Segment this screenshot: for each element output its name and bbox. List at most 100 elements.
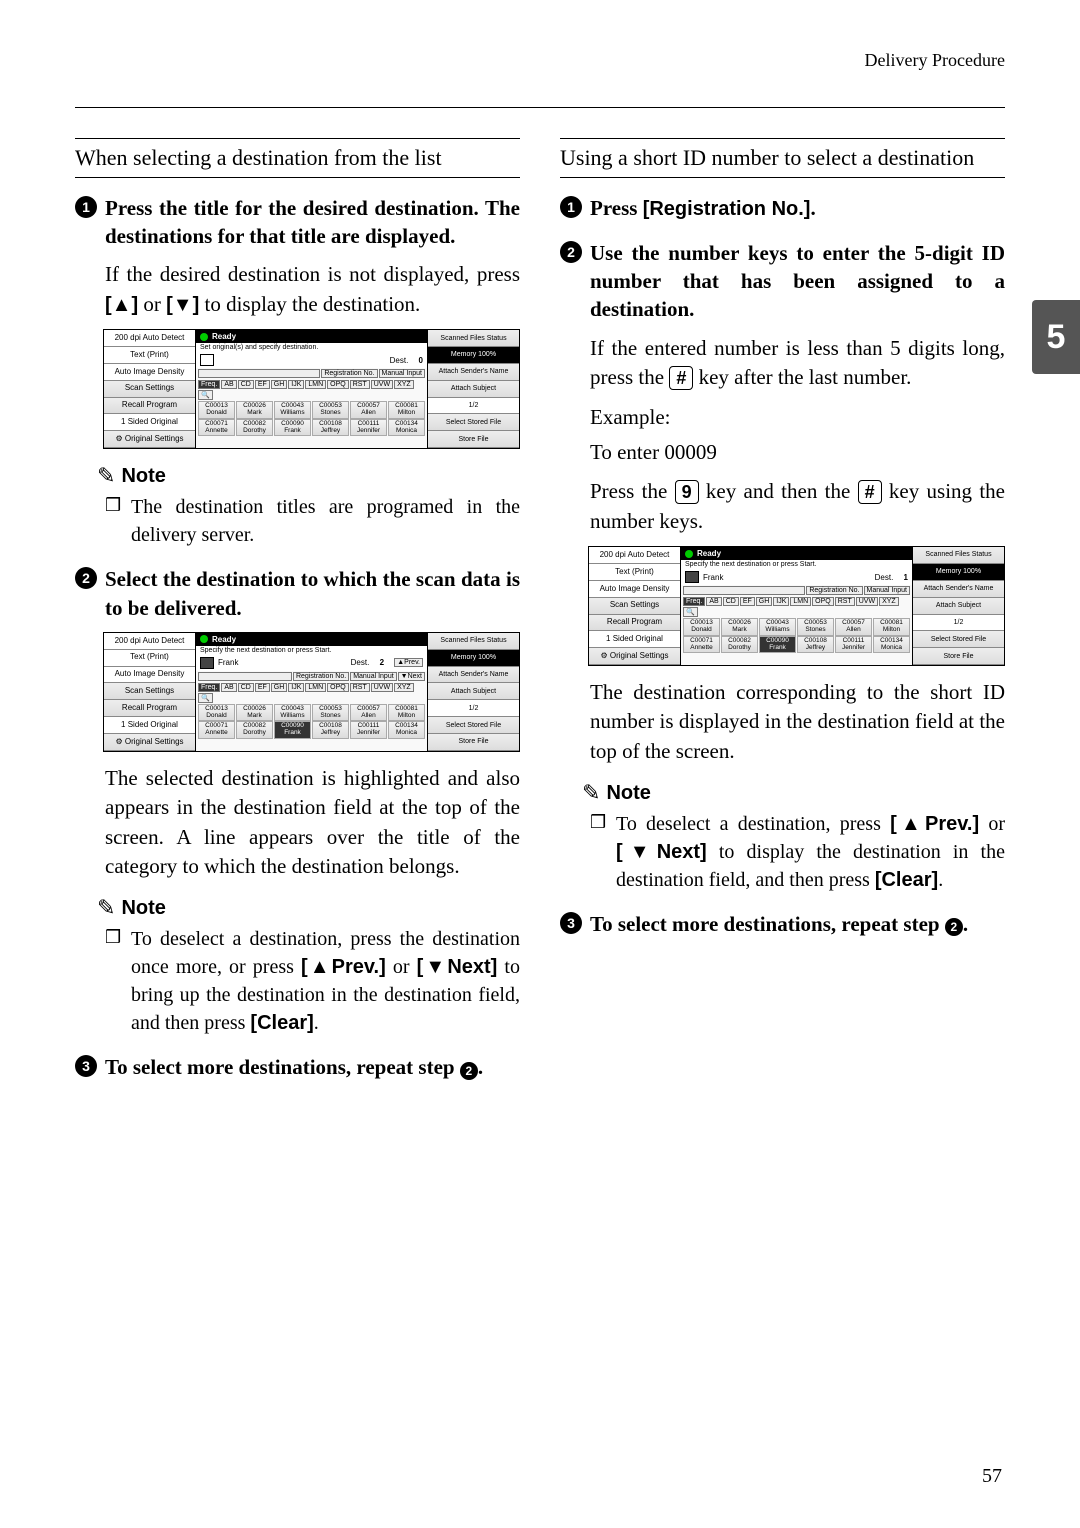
lcd-screenshot-1: 200 dpi Auto Detect Text (Print) Auto Im… — [103, 329, 520, 449]
lcd-cell: C00082Dorothy — [721, 636, 758, 654]
lcd-right-btn: Select Stored File — [428, 414, 519, 431]
lcd-cell: C00108Jeffrey — [312, 721, 349, 739]
lcd-cell: C00081Milton — [388, 704, 425, 722]
lcd-tab: IJK — [288, 380, 304, 389]
right-step2-text: Use the number keys to enter the 5-digit… — [590, 239, 1005, 324]
lcd-tab: UVW — [371, 683, 393, 692]
lcd-cell: C00057Allen — [835, 618, 872, 636]
ref-step-icon: 2 — [945, 918, 963, 936]
step-number-icon: 2 — [75, 567, 97, 589]
bullet-icon: ❒ — [590, 810, 608, 894]
note-heading: ✎ Note — [582, 780, 1005, 806]
lcd-tab — [683, 586, 805, 595]
lcd-ready: Ready — [212, 635, 236, 644]
right-step-1: 1 Press [Registration No.]. — [560, 194, 1005, 223]
lcd-cell: C00090Frank — [274, 419, 311, 437]
lcd-tab: AB — [221, 683, 236, 692]
pencil-icon: ✎ — [97, 895, 115, 921]
lcd-cell: C00053Stones — [312, 704, 349, 722]
registration-no-key: [Registration No.] — [643, 198, 811, 220]
lcd-left-item: Recall Program — [104, 398, 195, 415]
lcd-tab: Registration No. — [806, 586, 862, 595]
lcd-right-btn: Store File — [428, 734, 519, 751]
left-section-title: When selecting a destination from the li… — [75, 138, 520, 178]
lcd-cell: C00053Stones — [797, 618, 834, 636]
lcd-left-item: Scan Settings — [104, 381, 195, 398]
lcd-tab — [198, 672, 292, 681]
left-column: When selecting a destination from the li… — [75, 138, 520, 1092]
lcd-cell: C00134Monica — [388, 419, 425, 437]
right-step-2: 2 Use the number keys to enter the 5-dig… — [560, 239, 1005, 324]
prev-key: [▲Prev.] — [301, 956, 386, 978]
ready-dot-icon — [685, 550, 693, 558]
lcd-cell: C00081Milton — [873, 618, 910, 636]
step-number-icon: 1 — [560, 196, 582, 218]
note-item: ❒ The destination titles are programed i… — [105, 493, 520, 549]
t: Frank — [703, 573, 723, 582]
lcd-tab: Registration No. — [293, 672, 349, 681]
lcd-right-btn: Select Stored File — [428, 717, 519, 734]
lcd-cell: C00057Allen — [350, 704, 387, 722]
two-column-layout: When selecting a destination from the li… — [75, 138, 1005, 1092]
lcd-cell: C00013Donald — [198, 704, 235, 722]
lcd-cell: C00013Donald — [683, 618, 720, 636]
note-item: ❒ To deselect a destination, press the d… — [105, 925, 520, 1037]
clear-key: [Clear] — [875, 869, 938, 891]
hash-key: # — [669, 366, 693, 390]
page-header: Delivery Procedure — [75, 50, 1005, 77]
lcd-cell: C00043Williams — [274, 704, 311, 722]
lcd-cell: C00043Williams — [759, 618, 796, 636]
dest-icon — [685, 571, 699, 583]
nine-key: 9 — [675, 480, 699, 504]
lcd-search-icon: 🔍 — [198, 693, 213, 703]
pencil-icon: ✎ — [97, 463, 115, 489]
lcd-left-item: 1 Sided Original — [589, 631, 680, 648]
lcd-cell: C00053Stones — [312, 401, 349, 419]
t: Dest. — [875, 573, 894, 582]
lcd-cell: C00081Milton — [388, 401, 425, 419]
right-para2: If the entered number is less than 5 dig… — [590, 334, 1005, 393]
lcd-tab: AB — [221, 380, 236, 389]
lcd-sub: Specify the next destination or press St… — [196, 646, 427, 655]
lcd-tab: Manual Input — [379, 369, 425, 378]
lcd-cell: C00026Mark — [721, 618, 758, 636]
left-para2: The selected destination is highlighted … — [105, 764, 520, 882]
t: or — [138, 292, 166, 316]
clear-key: [Clear] — [250, 1012, 313, 1034]
step-number-icon: 2 — [560, 241, 582, 263]
left-step-2: 2 Select the destination to which the sc… — [75, 565, 520, 622]
lcd-right-btn: 1/2 — [428, 398, 519, 415]
page-number: 57 — [982, 1465, 1002, 1488]
lcd-left-item: Auto Image Density — [589, 581, 680, 598]
lcd-cell: C00071Annette — [198, 721, 235, 739]
lcd-right-btn: 1/2 — [913, 615, 1004, 632]
lcd-tab: CD — [723, 597, 739, 606]
lcd-tab: Manual Input — [864, 586, 910, 595]
step-number-icon: 1 — [75, 196, 97, 218]
prev-key: [▲Prev.] — [890, 813, 979, 835]
bullet-icon: ❒ — [105, 493, 123, 549]
left-step1-text: Press the title for the desired destinat… — [105, 194, 520, 251]
left-step-3: 3 To select more destinations, repeat st… — [75, 1053, 520, 1081]
lcd-screenshot-3: 200 dpi Auto Detect Text (Print) Auto Im… — [588, 546, 1005, 666]
lcd-left-item: 200 dpi Auto Detect — [104, 330, 195, 347]
lcd-tab: ▼Next — [398, 672, 425, 681]
lcd-sub: Specify the next destination or press St… — [681, 560, 912, 569]
lcd-tab: Manual Input — [350, 672, 396, 681]
lcd-cell: C00108Jeffrey — [312, 419, 349, 437]
t: to display the destination. — [199, 292, 420, 316]
pencil-icon: ✎ — [582, 780, 600, 806]
lcd-cell: C00026Mark — [236, 401, 273, 419]
lcd-cell: C00082Dorothy — [236, 721, 273, 739]
lcd-cell: C00026Mark — [236, 704, 273, 722]
lcd-cell: C00043Williams — [274, 401, 311, 419]
lcd-tab — [198, 369, 320, 378]
lcd-right-btn: 1/2 — [428, 700, 519, 717]
note-item: ❒ To deselect a destination, press [▲Pre… — [590, 810, 1005, 894]
lcd-tab: AB — [706, 597, 721, 606]
lcd-cell: C00013Donald — [198, 401, 235, 419]
ready-dot-icon — [200, 333, 208, 341]
t: 1 — [904, 573, 908, 582]
lcd-cell: C00111Jennifer — [835, 636, 872, 654]
lcd-tab: RST — [835, 597, 855, 606]
